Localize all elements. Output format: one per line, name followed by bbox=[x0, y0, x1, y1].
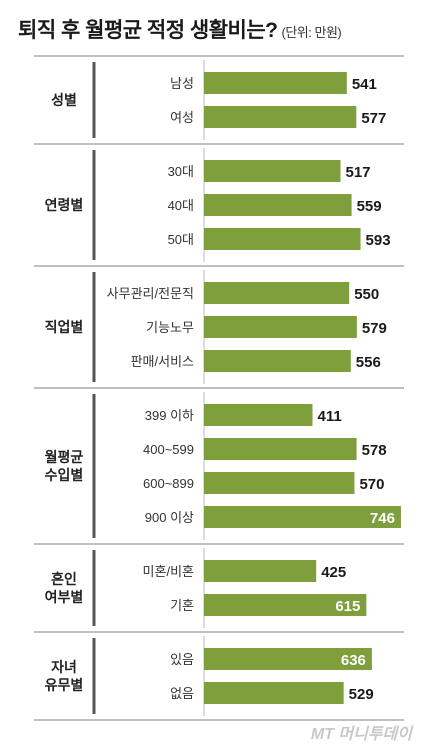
bar bbox=[204, 194, 352, 216]
category-label: 900 이상 bbox=[145, 510, 194, 525]
category-label: 기능노무 bbox=[146, 320, 194, 335]
group-label: 성별 bbox=[51, 92, 77, 108]
category-label: 사무관리/전문직 bbox=[107, 286, 194, 301]
value-label: 550 bbox=[354, 286, 379, 303]
value-label: 559 bbox=[357, 198, 382, 215]
category-label: 판매/서비스 bbox=[131, 354, 194, 369]
group-label: 여부별 bbox=[45, 589, 84, 605]
value-label: 636 bbox=[341, 652, 366, 669]
group-label: 수입별 bbox=[45, 467, 84, 483]
value-label: 577 bbox=[361, 110, 386, 127]
value-label: 529 bbox=[349, 686, 374, 703]
bar bbox=[204, 160, 341, 182]
bar bbox=[204, 282, 350, 304]
value-label: 593 bbox=[366, 232, 391, 249]
bar bbox=[204, 404, 313, 426]
chart-title: 퇴직 후 월평균 적정 생활비는? (단위: 만원) bbox=[18, 14, 342, 44]
category-label: 30대 bbox=[168, 164, 194, 179]
category-label: 40대 bbox=[168, 198, 194, 213]
group-label: 자녀 bbox=[51, 659, 77, 675]
bar bbox=[204, 506, 401, 528]
value-label: 556 bbox=[356, 354, 381, 371]
unit-label: (단위: 만원) bbox=[281, 25, 342, 40]
group-label: 연령별 bbox=[45, 197, 84, 213]
bar bbox=[204, 438, 357, 460]
bar bbox=[204, 472, 355, 494]
group-label: 직업별 bbox=[45, 319, 84, 335]
bar bbox=[204, 72, 347, 94]
bar bbox=[204, 106, 357, 128]
value-label: 578 bbox=[362, 442, 387, 459]
value-label: 517 bbox=[345, 164, 370, 181]
value-label: 615 bbox=[335, 598, 360, 615]
bar bbox=[204, 682, 344, 704]
value-label: 570 bbox=[359, 476, 384, 493]
value-label: 411 bbox=[318, 408, 342, 425]
category-label: 없음 bbox=[170, 686, 194, 701]
bar bbox=[204, 560, 317, 582]
category-label: 미혼/비혼 bbox=[143, 564, 194, 579]
chart-title-text: 퇴직 후 월평균 적정 생활비는? bbox=[18, 19, 278, 42]
category-label: 600~899 bbox=[143, 476, 194, 491]
value-label: 746 bbox=[370, 510, 395, 527]
value-label: 579 bbox=[362, 320, 387, 337]
category-label: 399 이하 bbox=[145, 408, 194, 423]
bar bbox=[204, 316, 357, 338]
group-label: 혼인 bbox=[51, 571, 77, 587]
category-label: 있음 bbox=[170, 652, 194, 667]
bar bbox=[204, 228, 361, 250]
bar bbox=[204, 350, 351, 372]
bar bbox=[204, 648, 372, 670]
category-label: 50대 bbox=[168, 232, 194, 247]
publisher-logo: MT 머니투데이 bbox=[310, 726, 412, 743]
group-label: 유무별 bbox=[45, 677, 84, 693]
group-label: 월평균 bbox=[45, 449, 84, 465]
value-label: 425 bbox=[321, 564, 346, 581]
category-label: 400~599 bbox=[143, 442, 194, 457]
category-label: 남성 bbox=[170, 76, 194, 91]
category-label: 여성 bbox=[170, 110, 194, 125]
bar bbox=[204, 594, 367, 616]
value-label: 541 bbox=[352, 76, 377, 93]
category-label: 기혼 bbox=[170, 598, 194, 613]
